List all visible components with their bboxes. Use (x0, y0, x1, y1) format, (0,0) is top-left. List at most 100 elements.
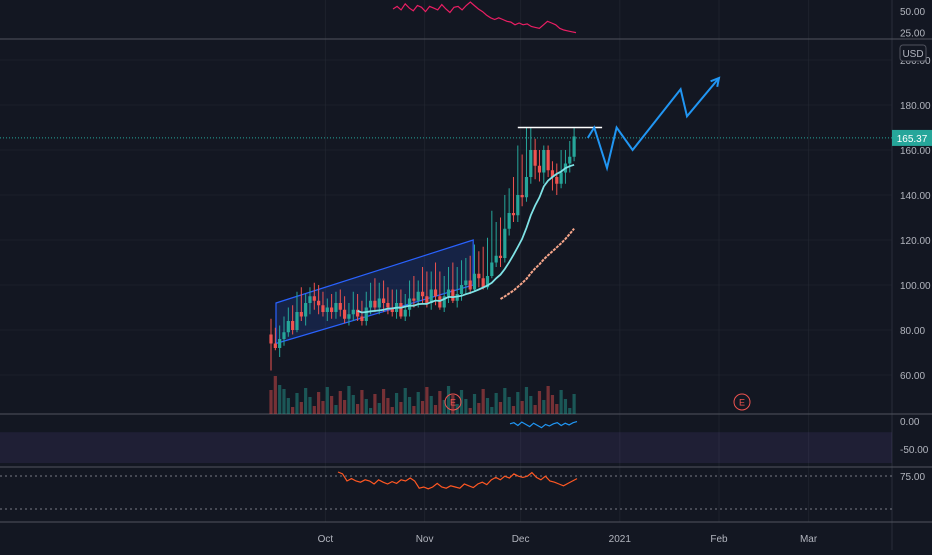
volume-bar (568, 408, 572, 414)
candle-body (559, 172, 563, 184)
volume-bar (368, 408, 373, 414)
projection-path (586, 77, 720, 172)
price-tick-label: 80.00 (900, 326, 925, 337)
candle-body (304, 303, 308, 317)
volume-bar (269, 390, 273, 414)
volume-bar (295, 393, 299, 414)
candle-body (520, 195, 524, 198)
volume-bar (282, 389, 286, 414)
candle-body (507, 213, 511, 229)
price-tick-label: 100.00 (900, 281, 931, 292)
candle-body (550, 170, 555, 177)
volume-bar (308, 397, 312, 414)
candle-body (477, 273, 481, 279)
volume-bar (338, 391, 342, 414)
volume-bar (433, 405, 438, 414)
volume-bar (273, 376, 277, 414)
candle-body (568, 156, 572, 164)
volume-bar (420, 401, 425, 414)
volume-bar (559, 390, 563, 414)
price-tick-label: 60.00 (900, 371, 925, 382)
moving-average-line (357, 163, 575, 314)
last-price-label: 165.37 (897, 134, 928, 145)
candle-body (317, 300, 321, 306)
x-tick-label: Feb (710, 534, 728, 545)
candle-body (420, 291, 425, 297)
volume-bar (446, 386, 451, 414)
volume-bar (312, 406, 316, 414)
candle-body (364, 307, 368, 321)
top-pane-tick-label: 25.00 (900, 29, 925, 40)
candle-body (381, 298, 386, 303)
volume-bar (360, 390, 364, 414)
earnings-marker-icon (444, 393, 462, 411)
volume-bar (451, 395, 455, 414)
candle-body (360, 316, 364, 321)
candle-body (446, 289, 451, 297)
volume-bar (550, 395, 555, 414)
candle-body (273, 343, 277, 348)
volume-bar (442, 400, 446, 414)
candle-body (403, 309, 407, 317)
volume-bar (464, 399, 468, 414)
candle-body (529, 150, 533, 177)
candle-body (312, 296, 316, 301)
volume-bar (555, 404, 559, 414)
volume-bar (403, 388, 407, 414)
price-tick-label: 140.00 (900, 191, 931, 202)
volume-bar (572, 394, 576, 414)
volume-bar (377, 403, 381, 414)
candle-body (278, 339, 282, 348)
volume-bar (490, 407, 494, 414)
volume-bar (472, 394, 477, 414)
candle-body (555, 177, 559, 184)
currency-badge-label: USD (902, 49, 923, 60)
rsi-tick-label: 75.00 (900, 472, 925, 483)
volume-bar (364, 399, 368, 414)
volume-bar (459, 390, 464, 414)
candle-body (537, 165, 542, 173)
candle-body (386, 303, 390, 308)
candle-body (321, 305, 325, 312)
top-pane-tick-label: 50.00 (900, 7, 925, 18)
volume-bar (304, 388, 308, 414)
volume-bar (429, 396, 433, 414)
candle-body (347, 314, 351, 319)
volume-bar (533, 405, 537, 414)
projection-arrowhead (710, 76, 721, 88)
volume-bar (407, 397, 412, 414)
candle-body (377, 298, 381, 308)
volume-bar (343, 400, 347, 414)
candle-body (516, 195, 520, 216)
candle-body (485, 276, 490, 288)
candle-body (269, 334, 273, 344)
candle-body (295, 312, 299, 330)
volume-bar (399, 402, 403, 414)
candle-body (334, 303, 338, 312)
slow-moving-average-line (499, 227, 575, 300)
candle-body (282, 332, 286, 339)
volume-bar (425, 387, 429, 414)
candle-body (459, 285, 464, 294)
candle-body (490, 262, 494, 276)
volume-bar (390, 407, 394, 414)
volume-bar (542, 400, 546, 414)
price-tick-label: 180.00 (900, 101, 931, 112)
volume-bar (291, 407, 295, 414)
volume-bar (416, 392, 420, 414)
candle-body (412, 298, 416, 301)
volume-bar (516, 392, 520, 414)
candle-body (498, 255, 503, 258)
volume-bar (529, 396, 533, 414)
price-tick-label: 160.00 (900, 146, 931, 157)
oscillator-line (509, 421, 578, 429)
candle-body (429, 289, 433, 303)
volume-bar (278, 385, 282, 414)
volume-bar (334, 405, 338, 414)
candle-body (407, 298, 412, 310)
volume-bar (373, 394, 377, 414)
volume-bar (524, 387, 529, 414)
volume-bar (563, 399, 568, 414)
